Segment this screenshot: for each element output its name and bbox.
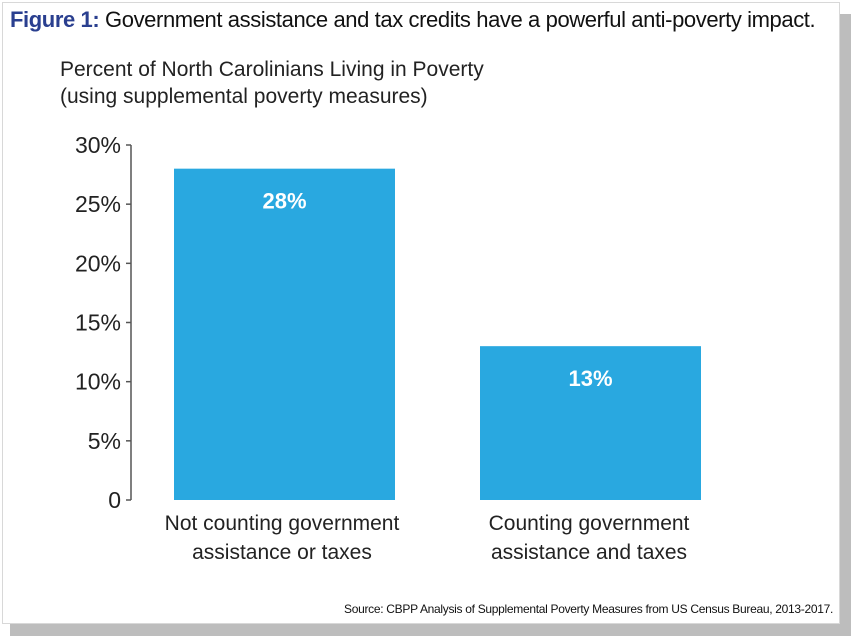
chart-title: Percent of North Carolinians Living in P… xyxy=(60,58,484,81)
source-note: Source: CBPP Analysis of Supplemental Po… xyxy=(344,602,833,616)
x-category-label: assistance and taxes xyxy=(491,541,687,564)
x-category-label: Not counting government xyxy=(165,512,400,535)
bar-data-label: 28% xyxy=(262,189,306,214)
y-tick-label: 30% xyxy=(75,132,121,158)
bar-data-label: 13% xyxy=(568,366,612,391)
y-tick-label: 0 xyxy=(108,487,121,513)
y-tick-label: 15% xyxy=(75,310,121,336)
y-tick-label: 20% xyxy=(75,250,121,276)
figure-label: Figure 1: xyxy=(10,7,100,32)
x-category-label: assistance or taxes xyxy=(192,541,372,564)
x-category-label: Counting government xyxy=(489,512,690,535)
y-tick-label: 25% xyxy=(75,191,121,217)
chart-heading: Percent of North Carolinians Living in P… xyxy=(60,56,484,110)
figure-title: Figure 1: Government assistance and tax … xyxy=(10,7,816,33)
figure-title-text: Government assistance and tax credits ha… xyxy=(105,7,816,32)
bar xyxy=(480,346,701,500)
y-tick-label: 10% xyxy=(75,369,121,395)
chart-subtitle: (using supplemental poverty measures) xyxy=(60,85,428,108)
figure-card xyxy=(2,2,840,624)
bar xyxy=(174,168,395,500)
y-tick-label: 5% xyxy=(88,428,121,454)
